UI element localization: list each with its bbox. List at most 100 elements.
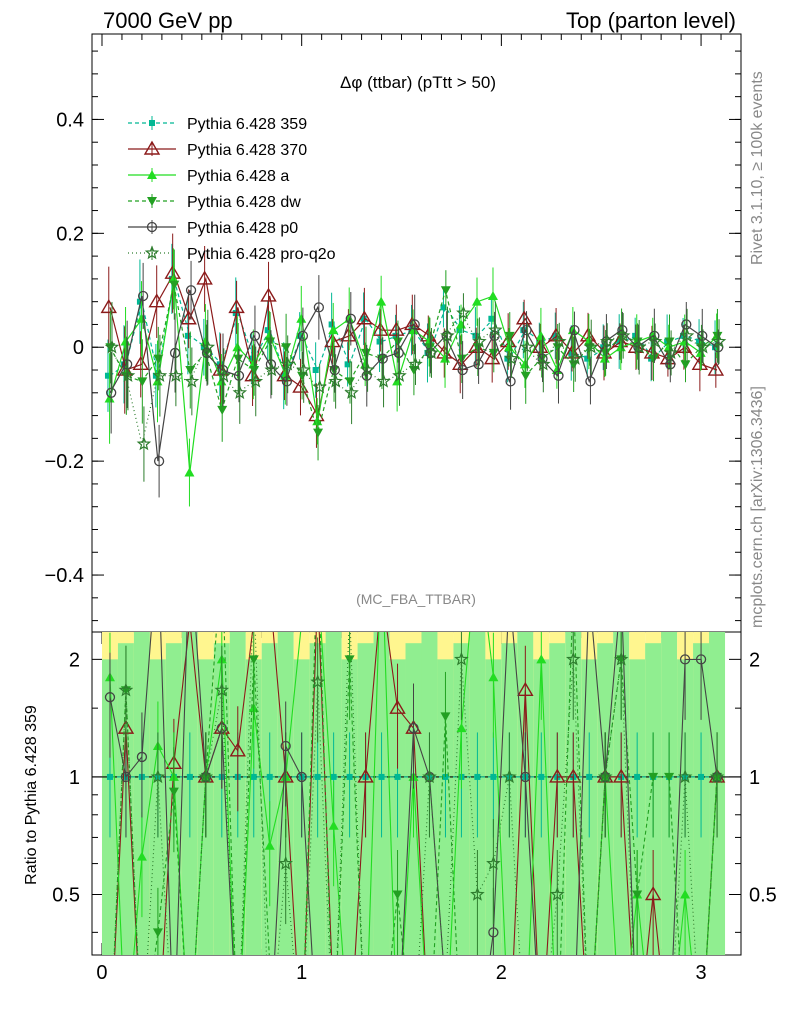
data-point: [376, 354, 387, 364]
data-point: [665, 359, 676, 370]
mcplots-label: mcplots.cern.ch [arXiv:1306.3436]: [749, 386, 766, 628]
data-point: [137, 377, 148, 387]
ratio-point: [264, 840, 275, 850]
data-point: [487, 290, 498, 300]
data-point: [280, 356, 295, 371]
data-point: [617, 325, 628, 336]
data-point: [328, 321, 335, 328]
data-point: [148, 293, 165, 308]
ratio-series-line: [113, 632, 718, 955]
data-point: [472, 296, 483, 306]
ratio-xtick-label: 1: [296, 962, 307, 984]
ratio-point: [709, 769, 725, 784]
ratio-point: [502, 769, 517, 784]
data-point: [153, 455, 165, 467]
rivet-label: Rivet 3.1.10, ≥ 100k events: [749, 71, 766, 265]
ratio-point: [695, 654, 707, 665]
data-point: [106, 387, 117, 398]
data-point: [599, 333, 615, 348]
main-ytick-label: 0: [73, 337, 84, 359]
ratio-ytick-label: 2: [69, 649, 80, 671]
data-point: [372, 321, 389, 336]
data-point: [184, 373, 200, 388]
ratio-point: [486, 855, 501, 870]
data-point: [584, 355, 591, 362]
data-point: [456, 327, 463, 334]
ratio-xtick-label: 3: [695, 962, 706, 984]
data-point: [328, 373, 343, 388]
data-point: [248, 373, 264, 388]
ratio-point: [136, 751, 148, 763]
data-point: [681, 319, 692, 330]
data-point: [137, 290, 149, 302]
data-point: [232, 342, 243, 352]
ratio-point: [677, 769, 693, 784]
ratio-point: [310, 674, 325, 689]
legend-marker: [147, 170, 157, 179]
data-point: [281, 343, 292, 353]
ratio-ytick-label-right: 2: [749, 649, 760, 671]
ratio-ytick-label-right: 1: [749, 767, 760, 789]
ratio-point: [150, 769, 166, 784]
data-point: [568, 350, 583, 365]
ratio-point: [136, 851, 147, 861]
data-point: [217, 364, 229, 376]
data-point: [313, 302, 325, 313]
ratio-point: [613, 651, 629, 666]
data-point: [488, 322, 503, 337]
data-point: [408, 325, 419, 335]
ratio-point: [612, 768, 630, 783]
data-point: [249, 330, 261, 341]
ratio-point: [389, 699, 406, 714]
data-point: [345, 377, 356, 387]
data-point: [104, 372, 111, 379]
ratio-point: [422, 769, 437, 784]
main-ytick-label: 0.2: [56, 223, 84, 245]
data-point: [180, 310, 197, 325]
data-point: [233, 354, 244, 364]
ratio-point: [152, 928, 163, 938]
data-point: [264, 362, 279, 377]
legend-entry: Pythia 6.428 370: [128, 140, 307, 159]
legend-marker: [146, 221, 158, 233]
data-point: [324, 333, 341, 348]
ratio-point: [488, 927, 499, 938]
data-point: [136, 298, 143, 305]
data-point: [504, 350, 519, 365]
legend-entry: Pythia 6.428 a: [128, 168, 289, 185]
data-point: [615, 328, 631, 343]
data-point: [515, 310, 533, 325]
data-point: [344, 385, 359, 400]
data-point: [472, 333, 487, 348]
data-point: [552, 333, 567, 348]
legend-label: Pythia 6.428 370: [187, 142, 307, 159]
data-point: [488, 315, 495, 322]
data-point: [473, 359, 484, 370]
ratio-point: [394, 773, 401, 780]
main-y-axis: 0.4 0.2 0 −0.2 −0.4: [45, 34, 741, 622]
ratio-point: [474, 773, 481, 780]
data-point: [568, 349, 575, 356]
data-point: [360, 348, 371, 358]
data-point: [452, 355, 469, 371]
data-point: [152, 368, 168, 382]
data-point: [120, 368, 136, 382]
data-point: [707, 361, 725, 376]
data-point: [600, 348, 611, 358]
data-point: [376, 338, 383, 345]
data-point: [713, 342, 724, 353]
ratio-point: [392, 890, 403, 900]
main-series-group: [100, 233, 727, 507]
ratio-point: [266, 773, 273, 780]
data-point: [520, 327, 527, 334]
main-ytick: −0.4: [45, 565, 741, 587]
main-series: [104, 248, 722, 507]
ratio-point: [344, 655, 355, 665]
data-point: [440, 304, 447, 311]
ratio-point: [632, 890, 643, 900]
main-ytick-label: −0.4: [45, 565, 84, 587]
ratio-point: [278, 855, 293, 870]
main-ytick: −0.2: [45, 451, 741, 473]
data-point: [664, 337, 675, 347]
ratio-point: [314, 773, 321, 780]
